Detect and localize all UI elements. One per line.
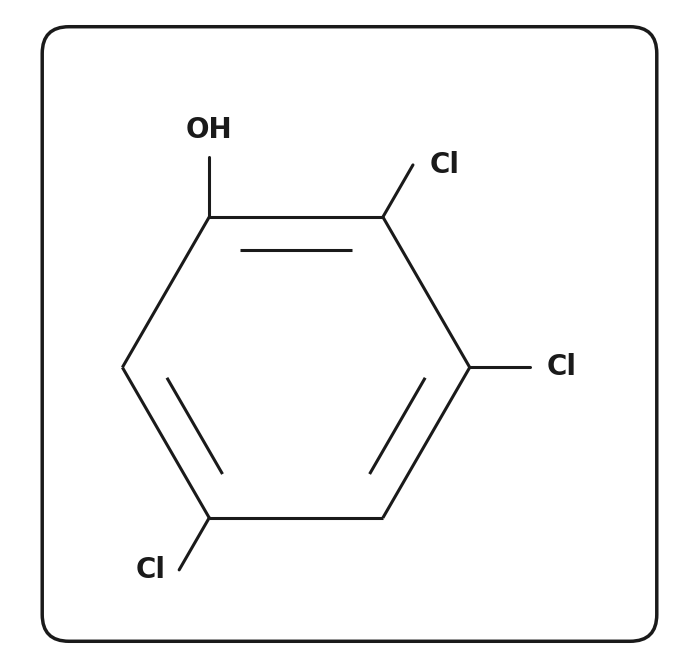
- Text: Cl: Cl: [136, 556, 166, 584]
- Text: Cl: Cl: [547, 353, 577, 381]
- FancyBboxPatch shape: [42, 27, 657, 641]
- Text: Cl: Cl: [430, 151, 460, 179]
- Text: OH: OH: [186, 116, 233, 144]
